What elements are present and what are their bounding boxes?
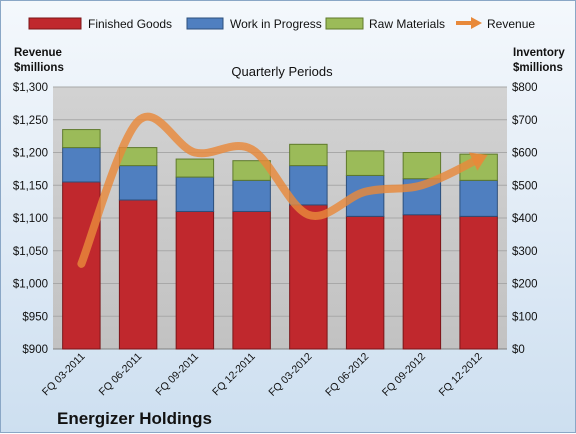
- bar-raw-materials: [63, 130, 100, 148]
- right-axis-tick-label: $100: [512, 311, 538, 323]
- left-axis-tick-label: $1,250: [13, 115, 48, 127]
- left-axis-title-line2: $millions: [14, 62, 64, 74]
- right-axis-tick-label: $200: [512, 279, 538, 291]
- legend-label-finished-goods: Finished Goods: [88, 17, 172, 31]
- x-axis-category-label: FQ 09-2012: [380, 351, 428, 399]
- bar-work-in-progress: [176, 177, 213, 211]
- right-axis-title-line2: $millions: [513, 62, 563, 74]
- bar-work-in-progress: [119, 166, 156, 200]
- left-axis-tick-label: $1,300: [13, 82, 48, 94]
- right-axis-tick-label: $400: [512, 213, 538, 225]
- left-axis-ticks: $900 $950 $1,000 $1,050 $1,100 $1,150 $1,200 $1…: [13, 82, 48, 356]
- x-axis-category-label: FQ 03-2012: [266, 351, 314, 399]
- legend-revenue-arrowhead: [471, 17, 482, 29]
- legend-label-work-in-progress: Work in Progress: [230, 17, 322, 31]
- bar-finished-goods: [290, 205, 327, 349]
- right-axis-tick-label: $500: [512, 180, 538, 192]
- bar-finished-goods: [346, 216, 383, 349]
- x-axis-category-label: FQ 03-2011: [40, 351, 88, 399]
- left-axis-tick-label: $1,150: [13, 180, 48, 192]
- legend-swatch-raw-materials: [326, 18, 363, 29]
- x-axis-category-label: FQ 06-2011: [97, 351, 145, 399]
- right-axis-tick-label: $600: [512, 148, 538, 160]
- left-axis-tick-label: $950: [22, 311, 48, 323]
- bar-raw-materials: [290, 144, 327, 165]
- bar-raw-materials: [176, 159, 213, 177]
- chart-subtitle: Quarterly Periods: [231, 64, 333, 79]
- bar-raw-materials: [403, 153, 440, 179]
- legend-swatch-work-in-progress: [187, 18, 223, 29]
- bar-finished-goods: [233, 211, 270, 349]
- right-axis-tick-label: $0: [512, 344, 525, 356]
- bar-work-in-progress: [233, 180, 270, 211]
- legend-swatch-finished-goods: [29, 18, 81, 29]
- bar-work-in-progress: [63, 148, 100, 182]
- bar-raw-materials: [346, 151, 383, 176]
- bar-finished-goods: [403, 215, 440, 349]
- x-axis-category-label: FQ 09-2011: [153, 351, 201, 399]
- bar-work-in-progress: [460, 180, 497, 216]
- x-axis-category-label: FQ 12-2011: [210, 351, 258, 399]
- right-axis-ticks: $0 $100 $200 $300 $400 $500 $600 $700 $800: [512, 82, 538, 356]
- legend-label-raw-materials: Raw Materials: [369, 17, 445, 31]
- right-axis-tick-label: $300: [512, 246, 538, 258]
- left-axis-title-line1: Revenue: [14, 47, 62, 59]
- x-axis-category-label: FQ 06-2012: [323, 351, 371, 399]
- legend: Finished Goods Work in Progress Raw Mate…: [29, 17, 535, 31]
- bar-finished-goods: [176, 211, 213, 349]
- right-axis-title-line1: Inventory: [513, 47, 565, 59]
- right-axis-tick-label: $700: [512, 115, 538, 127]
- left-axis-tick-label: $900: [22, 344, 48, 356]
- right-axis-tick-label: $800: [512, 82, 538, 94]
- bar-finished-goods: [460, 216, 497, 349]
- bar-finished-goods: [119, 200, 156, 349]
- left-axis-tick-label: $1,200: [13, 148, 48, 160]
- left-axis-tick-label: $1,050: [13, 246, 48, 258]
- legend-label-revenue: Revenue: [487, 17, 535, 31]
- company-name: Energizer Holdings: [57, 409, 212, 428]
- x-axis-category-label: FQ 12-2012: [437, 351, 485, 399]
- left-axis-tick-label: $1,100: [13, 213, 48, 225]
- left-axis-tick-label: $1,000: [13, 279, 48, 291]
